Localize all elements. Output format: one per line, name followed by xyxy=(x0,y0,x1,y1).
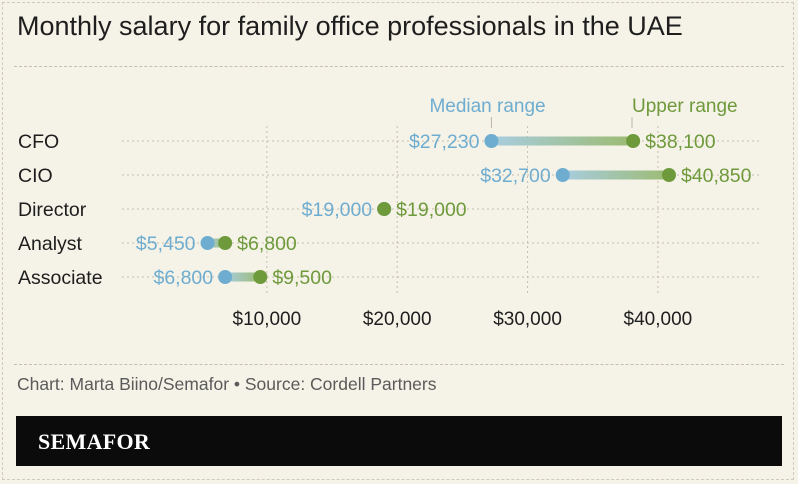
x-tick-label: $40,000 xyxy=(624,309,693,330)
upper-value-label: $6,800 xyxy=(237,233,297,255)
upper-dot xyxy=(218,236,233,250)
x-tick-label: $20,000 xyxy=(363,309,432,330)
median-dot xyxy=(200,236,215,250)
brand-bar: SEMAFOR xyxy=(16,416,782,466)
upper-dot xyxy=(661,168,676,182)
upper-value-label: $38,100 xyxy=(645,131,716,153)
chart: $10,000 $20,000 $30,000 $40,000 Median range… xyxy=(18,96,760,330)
median-dot xyxy=(218,270,233,284)
category-label: Analyst xyxy=(18,233,83,255)
category-label: CIO xyxy=(18,165,53,187)
category-label: Director xyxy=(18,199,87,221)
median-value-label: $27,230 xyxy=(409,131,480,153)
median-value-label: $19,000 xyxy=(302,199,373,221)
upper-dot xyxy=(253,270,268,284)
range-bar xyxy=(491,136,634,146)
range-bar xyxy=(562,170,669,180)
legend-upper: Upper range xyxy=(632,96,738,117)
upper-value-label: $9,500 xyxy=(272,267,332,289)
upper-dot xyxy=(377,202,392,216)
x-tick-label: $30,000 xyxy=(493,309,562,330)
upper-value-label: $40,850 xyxy=(681,165,752,187)
upper-dot xyxy=(626,134,641,148)
x-tick-label: $10,000 xyxy=(233,309,302,330)
chart-title: Monthly salary for family office profess… xyxy=(17,11,683,41)
category-label: Associate xyxy=(18,267,103,289)
top-divider xyxy=(14,66,784,67)
median-value-label: $5,450 xyxy=(136,233,196,255)
median-value-label: $32,700 xyxy=(480,165,551,187)
bottom-divider xyxy=(14,364,784,365)
legend-median: Median range xyxy=(429,96,545,117)
range-bar xyxy=(207,238,226,248)
median-dot xyxy=(555,168,570,182)
median-dot xyxy=(484,134,499,148)
chart-credit: Chart: Marta Biino/Semafor • Source: Cor… xyxy=(17,374,437,394)
category-label: CFO xyxy=(18,131,59,153)
brand-logo: SEMAFOR xyxy=(38,429,151,454)
range-bar xyxy=(225,272,261,282)
upper-value-label: $19,000 xyxy=(396,199,467,221)
median-value-label: $6,800 xyxy=(153,267,213,289)
